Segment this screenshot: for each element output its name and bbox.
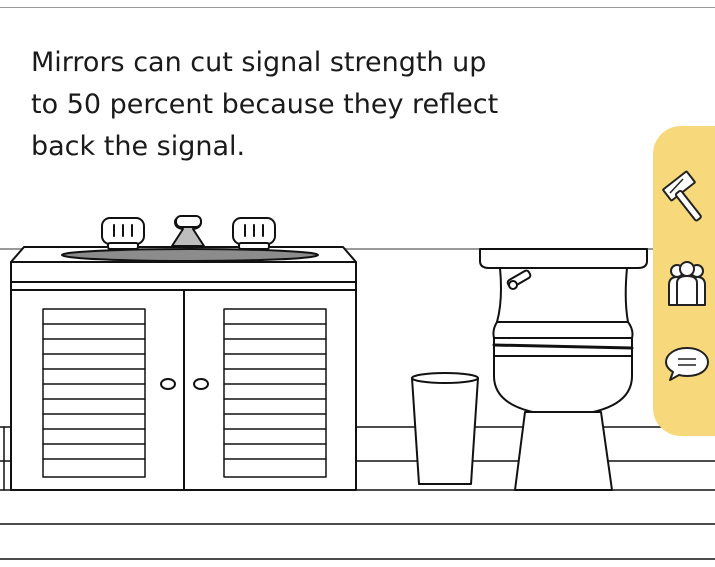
faucet-spout: [171, 215, 205, 247]
left-faucet-handle: [101, 217, 145, 250]
sink-basin: [61, 248, 319, 262]
right-knob: [193, 378, 209, 390]
top-divider: [0, 7, 715, 8]
toilet: [479, 248, 648, 491]
hammer-icon: [662, 170, 702, 222]
right-door-louvers: [223, 308, 327, 478]
people-icon: [668, 261, 706, 306]
left-door-louvers: [42, 308, 146, 478]
chat-button[interactable]: [659, 336, 715, 392]
wastebasket: [411, 372, 479, 485]
chat-bubble-icon: [665, 347, 709, 381]
hammer-button[interactable]: [659, 166, 715, 222]
tool-sidebar: [653, 126, 715, 436]
people-button[interactable]: [659, 256, 715, 312]
caption-text: Mirrors can cut signal strength up to 50…: [31, 47, 499, 162]
left-knob: [160, 378, 176, 390]
right-faucet-handle: [232, 217, 276, 250]
